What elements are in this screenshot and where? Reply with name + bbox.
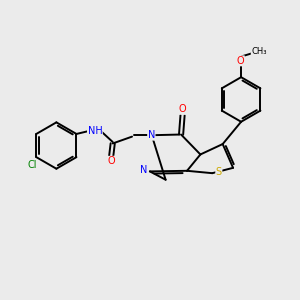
Text: O: O bbox=[237, 56, 244, 66]
Text: O: O bbox=[179, 104, 186, 114]
Text: N: N bbox=[148, 130, 155, 140]
Text: S: S bbox=[216, 167, 222, 177]
Text: CH₃: CH₃ bbox=[251, 47, 267, 56]
Text: NH: NH bbox=[88, 126, 102, 136]
Text: N: N bbox=[140, 165, 148, 175]
Text: O: O bbox=[107, 156, 115, 166]
Text: Cl: Cl bbox=[28, 160, 38, 170]
